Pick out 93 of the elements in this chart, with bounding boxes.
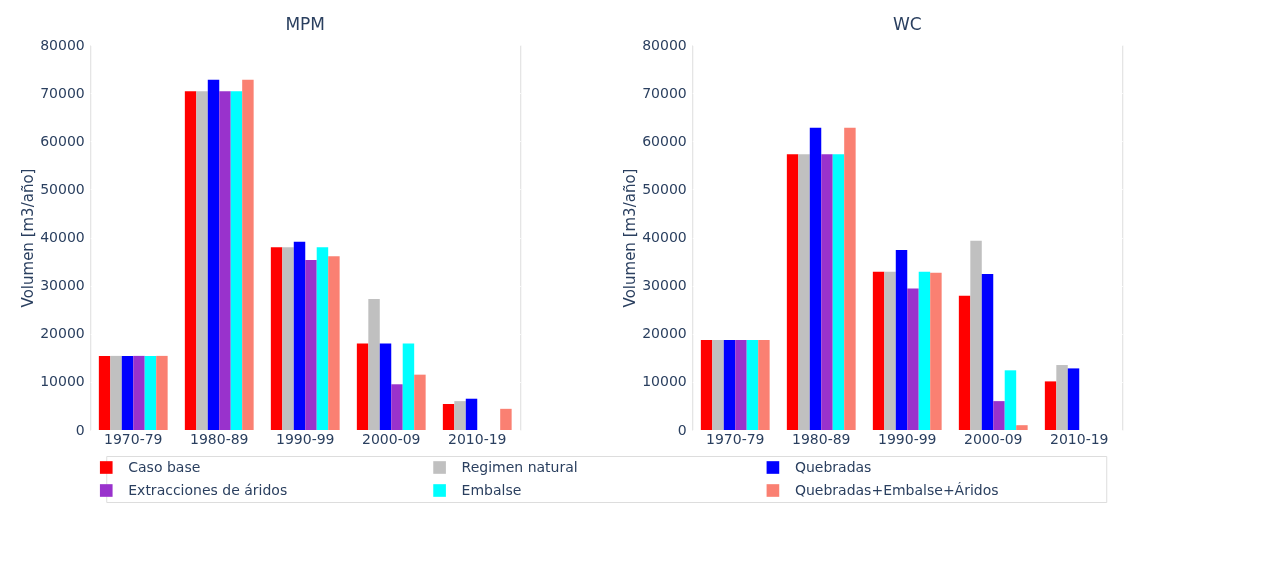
bar: [1067, 368, 1080, 430]
bar: [809, 127, 822, 430]
bar: [242, 79, 254, 430]
x-tick-label: 2000-09: [362, 430, 421, 447]
x-tick-label: 1980-89: [190, 430, 249, 447]
bar: [723, 340, 736, 430]
bar: [1056, 365, 1068, 430]
y-tick-label: 30000: [40, 277, 85, 294]
bar: [993, 401, 1005, 430]
legend-label: Regimen natural: [461, 458, 578, 475]
bar: [872, 271, 885, 430]
y-tick-label: 40000: [40, 229, 85, 245]
bar: [844, 127, 856, 430]
y-axis-title: Volumen [m3/año]: [19, 168, 38, 308]
y-tick-label: 80000: [642, 36, 687, 53]
bar: [786, 154, 799, 430]
bar: [391, 384, 403, 430]
bar: [1004, 370, 1017, 430]
x-tick-label: 2000-09: [964, 430, 1023, 447]
x-tick-label: 1970-79: [104, 430, 163, 447]
bar: [500, 408, 512, 430]
bar: [144, 355, 157, 430]
bar: [110, 355, 122, 430]
y-tick-label: 30000: [642, 277, 687, 294]
y-tick-label: 50000: [642, 180, 687, 197]
bar: [379, 343, 392, 430]
bar: [293, 241, 306, 430]
y-tick-label: 70000: [40, 84, 85, 101]
bar: [414, 374, 426, 430]
y-tick-label: 10000: [642, 373, 687, 390]
chart-title: WC: [892, 14, 922, 34]
x-tick-label: 1990-99: [878, 430, 937, 447]
bar: [465, 398, 478, 430]
legend-label: Caso base: [128, 458, 201, 475]
bar: [798, 154, 810, 430]
bar: [121, 355, 134, 430]
legend-label: Quebradas: [794, 458, 872, 475]
y-tick-label: 10000: [40, 373, 85, 390]
bar: [895, 250, 908, 430]
bar: [918, 271, 931, 430]
y-tick-label: 20000: [40, 325, 85, 342]
bar: [758, 340, 770, 430]
chart-title: MPM: [285, 14, 326, 34]
x-tick-label: 1980-89: [792, 430, 851, 447]
y-axis-title: Volumen [m3/año]: [621, 168, 640, 308]
bar: [98, 355, 111, 430]
bar: [821, 154, 833, 430]
y-tick-label: 60000: [642, 132, 687, 149]
bar: [207, 79, 220, 430]
bar: [1044, 381, 1057, 430]
y-tick-label: 60000: [40, 132, 85, 149]
y-tick-label: 80000: [40, 36, 85, 53]
x-tick-label: 2010-19: [448, 430, 507, 447]
bar: [196, 91, 208, 430]
bar: [981, 274, 994, 430]
bar: [735, 340, 747, 430]
legend-label: Quebradas+Embalse+Áridos: [794, 481, 999, 498]
bar: [270, 247, 283, 430]
legend-label: Embalse: [461, 481, 522, 498]
y-tick-label: 40000: [642, 229, 687, 245]
bar: [1016, 425, 1028, 430]
legend-label: Extracciones de áridos: [128, 481, 288, 498]
bar: [884, 271, 896, 430]
bar: [282, 247, 294, 430]
bar: [746, 340, 759, 430]
bar: [219, 91, 231, 430]
y-tick-label: 0: [75, 421, 85, 438]
bar: [305, 260, 317, 430]
bar: [712, 340, 724, 430]
bar: [454, 401, 466, 430]
bar: [368, 299, 380, 430]
bar: [907, 288, 919, 430]
bar: [930, 272, 942, 430]
bar: [184, 91, 197, 430]
bar: [328, 256, 340, 430]
y-tick-label: 50000: [40, 180, 85, 197]
bar: [700, 340, 713, 430]
bar: [958, 295, 971, 430]
bar: [970, 240, 982, 430]
bar: [156, 355, 168, 430]
y-tick-label: 70000: [642, 84, 687, 101]
bar: [230, 91, 243, 430]
y-tick-label: 20000: [642, 325, 687, 342]
x-tick-label: 2010-19: [1050, 430, 1109, 447]
x-tick-label: 1970-79: [706, 430, 765, 447]
bar: [402, 343, 415, 430]
bar: [316, 247, 329, 430]
bar: [133, 355, 145, 430]
y-tick-label: 0: [677, 421, 687, 438]
x-tick-label: 1990-99: [276, 430, 335, 447]
bar: [832, 154, 845, 430]
bar: [356, 343, 369, 430]
bar: [442, 404, 455, 430]
